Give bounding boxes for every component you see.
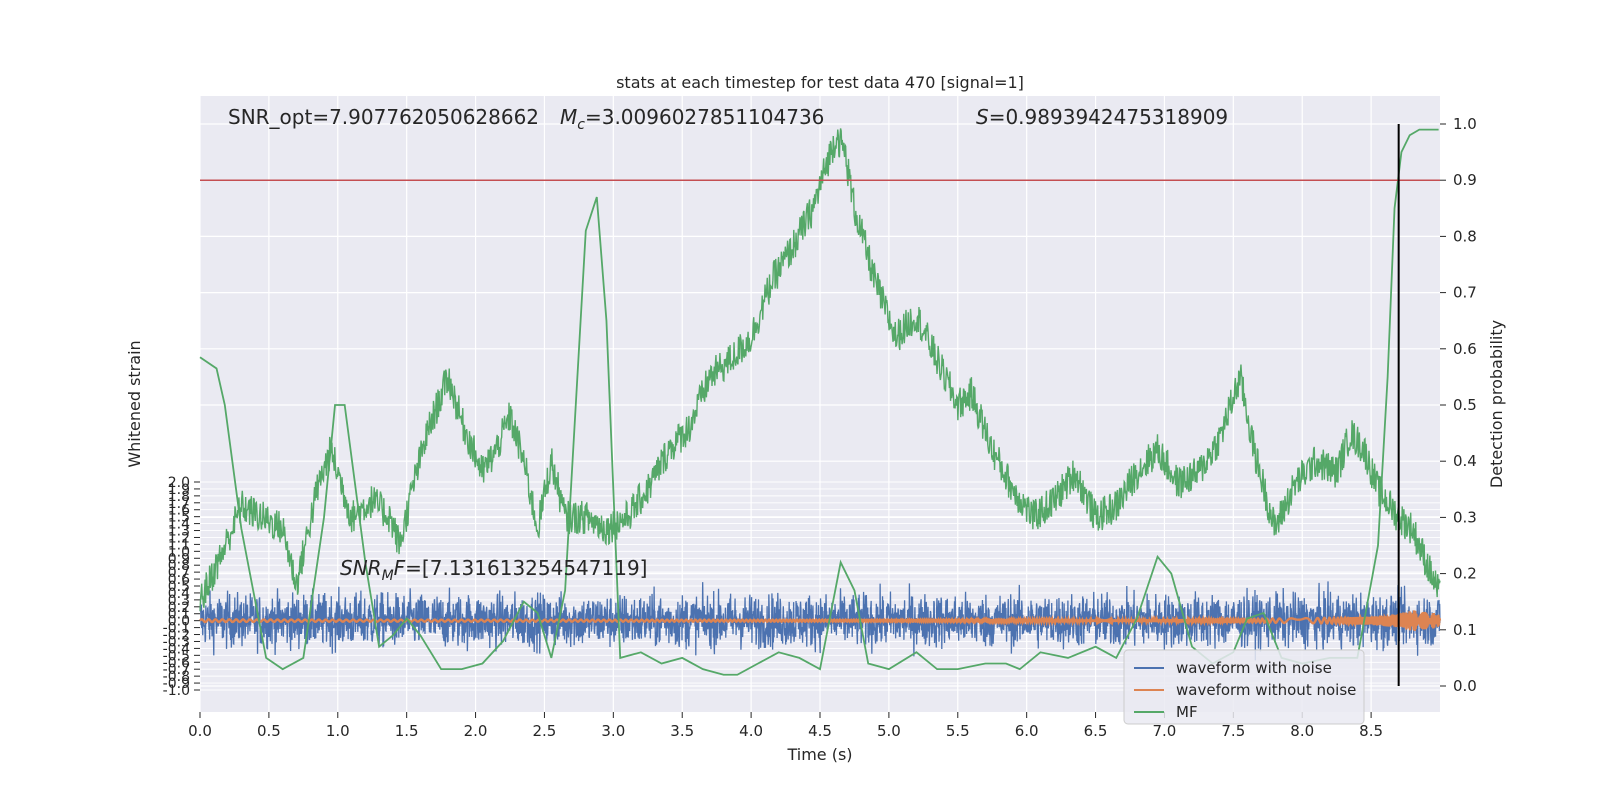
right-axis: 0.0 0.1 0.2 0.3 0.4 0.5 0.6 0.7 0.8 0.9 1.0 <box>1440 115 1477 695</box>
legend-label: waveform without noise <box>1176 681 1356 699</box>
x-tick-label: 6.0 <box>1015 722 1039 740</box>
left-tick-label: 0.0 <box>168 614 190 630</box>
x-tick-label: 4.5 <box>808 722 832 740</box>
right-tick-label: 0.8 <box>1453 227 1477 245</box>
left-tick-label: -0.1 <box>163 621 190 637</box>
right-tick-label: 0.2 <box>1453 565 1477 583</box>
x-tick-label: 1.5 <box>395 722 419 740</box>
left-axis: -1.0-0.9-0.8-0.7-0.6-0.5-0.4-0.3-0.2-0.1… <box>163 475 200 699</box>
x-tick-label: 7.5 <box>1221 722 1245 740</box>
s-annotation: S=0.9893942475318909 <box>976 105 1228 129</box>
left-tick-label: 1.9 <box>168 482 190 498</box>
x-tick-label: 1.0 <box>326 722 350 740</box>
left-tick-label: 1.1 <box>168 537 190 553</box>
left-axis-title: Whitened strain <box>125 340 144 467</box>
left-tick-label: 0.6 <box>168 572 190 588</box>
right-tick-label: 0.5 <box>1453 396 1477 414</box>
right-tick-label: 1.0 <box>1453 115 1477 133</box>
left-tick-label: 0.8 <box>168 558 190 574</box>
x-tick-label: 6.5 <box>1084 722 1108 740</box>
x-tick-label: 7.0 <box>1153 722 1177 740</box>
left-tick-label: -0.3 <box>163 634 190 650</box>
chart-title: stats at each timestep for test data 470… <box>616 73 1024 92</box>
right-tick-label: 0.0 <box>1453 677 1477 695</box>
legend-label: waveform with noise <box>1176 659 1332 677</box>
snr-mf-value: =[7.131613254547119] <box>405 556 647 580</box>
snr-mf-annotation: SNRMF=[7.131613254547119] <box>340 556 648 584</box>
x-tick-label: 4.0 <box>739 722 763 740</box>
x-tick-label: 0.5 <box>257 722 281 740</box>
left-tick-label: 0.4 <box>168 586 190 602</box>
left-tick-label: 1.4 <box>168 517 190 533</box>
legend-label: MF <box>1176 703 1198 721</box>
series-mf <box>199 128 1439 676</box>
left-tick-label: 0.3 <box>168 593 190 609</box>
x-tick-label: 2.0 <box>464 722 488 740</box>
left-tick-label: 0.5 <box>168 579 190 595</box>
detection-probability-line <box>199 128 1441 611</box>
left-tick-label: 0.2 <box>168 600 190 616</box>
left-tick-label: -0.8 <box>163 669 190 685</box>
left-tick-label: 2.0 <box>168 475 190 491</box>
right-tick-label: 0.4 <box>1453 452 1477 470</box>
x-tick-label: 2.5 <box>533 722 557 740</box>
left-tick-label: 1.5 <box>168 510 190 526</box>
right-tick-label: 0.7 <box>1453 284 1477 302</box>
x-tick-label: 3.5 <box>670 722 694 740</box>
left-tick-label: 0.7 <box>168 565 190 581</box>
mf-line <box>199 128 1439 676</box>
left-tick-label: 0.9 <box>168 551 190 567</box>
legend: waveform with noise waveform without nois… <box>1123 649 1365 725</box>
x-tick-label: 8.5 <box>1359 722 1383 740</box>
left-tick-label: 1.3 <box>168 524 190 540</box>
left-tick-label: -0.5 <box>163 648 190 664</box>
left-tick-label: -0.6 <box>163 655 190 671</box>
right-tick-label: 0.3 <box>1453 508 1477 526</box>
left-tick-label: 0.1 <box>168 607 190 623</box>
x-axis: 0.0 0.5 1.0 1.5 2.0 2.5 3.0 3.5 4.0 4.5 5.0 5.5 6.0 6… <box>188 712 1383 740</box>
left-tick-label: 1.0 <box>168 544 190 560</box>
left-tick-label: 1.7 <box>168 496 190 512</box>
left-tick-label: 1.8 <box>168 489 190 505</box>
left-tick-label: 1.6 <box>168 503 190 519</box>
snr-opt-annotation: SNR_opt=7.907762050628662 <box>228 105 539 129</box>
left-tick-label: 1.2 <box>168 530 190 546</box>
right-tick-label: 0.6 <box>1453 340 1477 358</box>
x-tick-label: 3.0 <box>601 722 625 740</box>
right-tick-label: 0.1 <box>1453 621 1477 639</box>
series-detection-probability <box>199 128 1441 611</box>
s-value: =0.9893942475318909 <box>989 105 1228 129</box>
mc-value: =3.0096027851104736 <box>585 105 824 129</box>
waveform-without-noise-line <box>199 610 1442 632</box>
series-waveform-without-noise <box>199 610 1442 632</box>
left-tick-label: -0.4 <box>163 641 190 657</box>
right-axis-title: Detection probability <box>1487 320 1506 488</box>
x-tick-label: 5.0 <box>877 722 901 740</box>
x-axis-title: Time (s) <box>786 745 852 764</box>
left-tick-label: -0.2 <box>163 628 190 644</box>
left-tick-label: -1.0 <box>163 683 190 699</box>
right-tick-label: 0.9 <box>1453 171 1477 189</box>
x-tick-label: 0.0 <box>188 722 212 740</box>
x-tick-label: 5.5 <box>946 722 970 740</box>
x-tick-label: 8.0 <box>1290 722 1314 740</box>
legend-box <box>1123 649 1365 725</box>
left-tick-label: -0.9 <box>163 676 190 692</box>
left-tick-label: -0.7 <box>163 662 190 678</box>
mc-annotation: Mc=3.0096027851104736 <box>560 105 824 133</box>
